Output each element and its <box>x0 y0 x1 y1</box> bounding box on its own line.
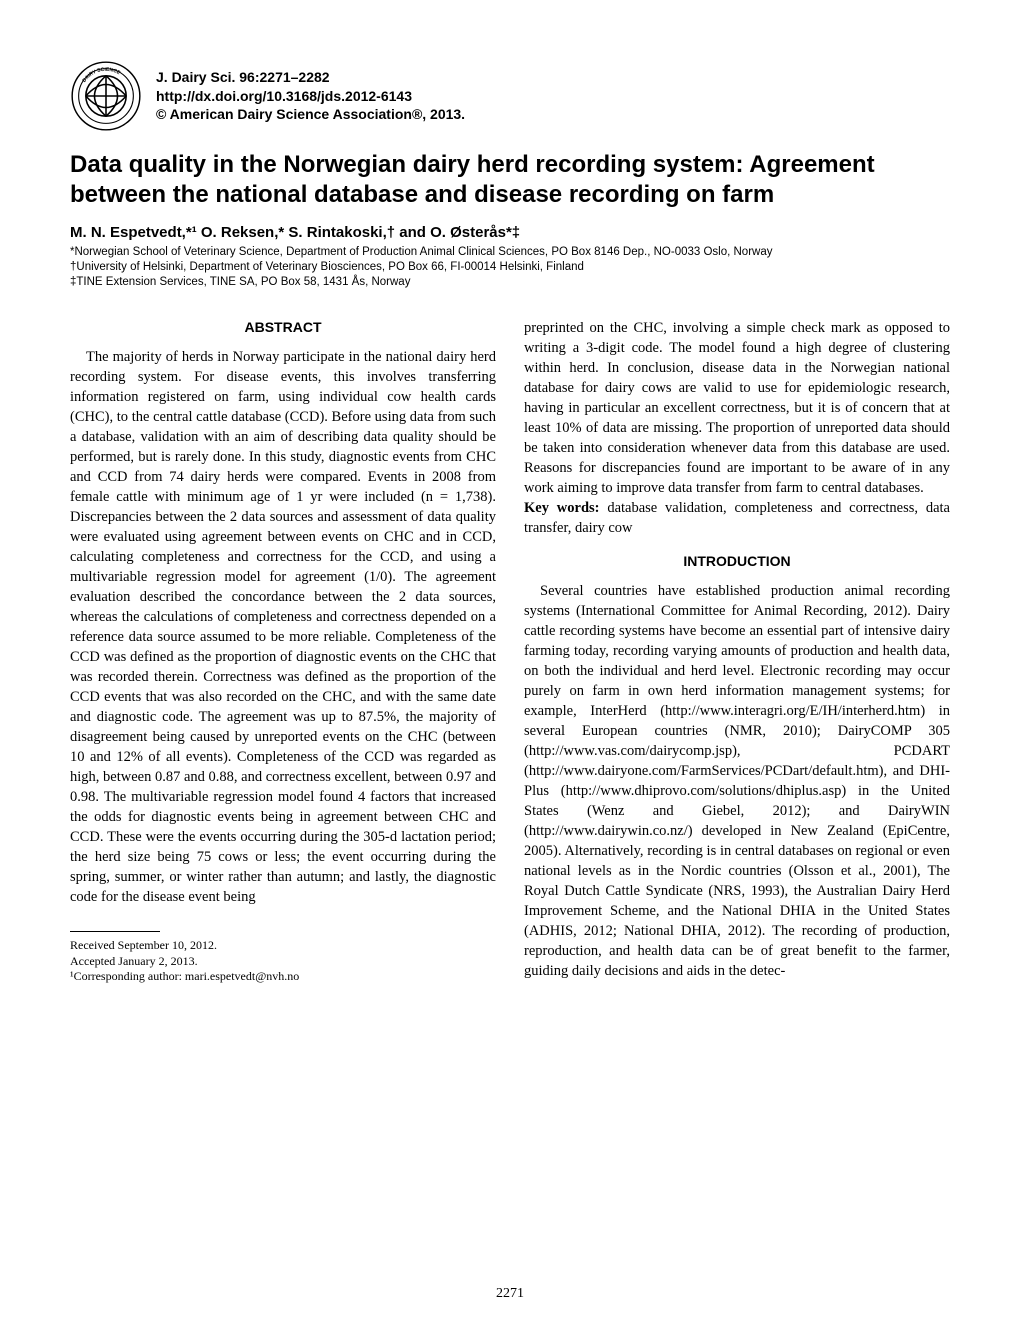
journal-citation: J. Dairy Sci. 96:2271–2282 <box>156 68 465 87</box>
affiliation: *Norwegian School of Veterinary Science,… <box>70 245 950 260</box>
adsa-logo-icon: DAIRY SCIENCE <box>70 60 142 132</box>
two-column-body: ABSTRACT The majority of herds in Norway… <box>70 318 950 985</box>
left-column: ABSTRACT The majority of herds in Norway… <box>70 318 496 985</box>
journal-copyright: © American Dairy Science Association®, 2… <box>156 105 465 124</box>
keywords-label: Key words: <box>524 500 599 516</box>
journal-header: DAIRY SCIENCE J. Dairy Sci. 96:2271–2282… <box>70 60 950 132</box>
footnotes-block: Received September 10, 2012. Accepted Ja… <box>70 931 496 985</box>
abstract-text-col2: preprinted on the CHC, involving a simpl… <box>524 318 950 498</box>
keywords-line: Key words: database validation, complete… <box>524 498 950 538</box>
footnote-accepted: Accepted January 2, 2013. <box>70 954 496 970</box>
footnote-received: Received September 10, 2012. <box>70 938 496 954</box>
abstract-heading: ABSTRACT <box>70 318 496 337</box>
journal-meta: J. Dairy Sci. 96:2271–2282 http://dx.doi… <box>156 68 465 125</box>
introduction-heading: INTRODUCTION <box>524 552 950 571</box>
footnotes-rule <box>70 931 160 932</box>
journal-doi: http://dx.doi.org/10.3168/jds.2012-6143 <box>156 87 465 106</box>
footnote-corresponding: ¹Corresponding author: mari.espetvedt@nv… <box>70 969 496 985</box>
affiliations-block: *Norwegian School of Veterinary Science,… <box>70 245 950 290</box>
abstract-text-col1: The majority of herds in Norway particip… <box>70 347 496 907</box>
affiliation: ‡TINE Extension Services, TINE SA, PO Bo… <box>70 275 950 290</box>
authors-line: M. N. Espetvedt,*¹ O. Reksen,* S. Rintak… <box>70 224 950 241</box>
page-number: 2271 <box>496 1286 524 1302</box>
introduction-text: Several countries have established produ… <box>524 581 950 981</box>
right-column: preprinted on the CHC, involving a simpl… <box>524 318 950 985</box>
article-title: Data quality in the Norwegian dairy herd… <box>70 150 950 210</box>
affiliation: †University of Helsinki, Department of V… <box>70 260 950 275</box>
